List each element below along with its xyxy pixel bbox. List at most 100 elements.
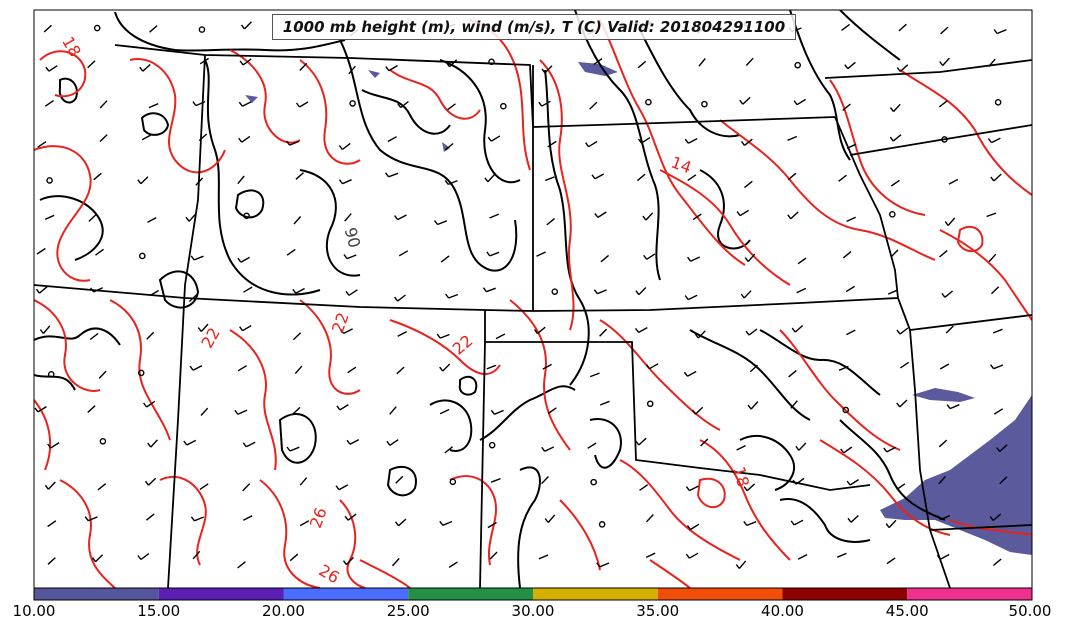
wind-barb: [490, 409, 504, 415]
colorbar-segment: [34, 588, 159, 600]
colorbar-segment: [782, 588, 908, 600]
wind-barb: [487, 135, 501, 142]
wind-barb: [192, 550, 201, 560]
wind-barb: [239, 58, 252, 66]
wind-barb: [47, 442, 60, 449]
wind-barb: [446, 59, 458, 68]
wind-barb: [90, 287, 103, 293]
wind-barb: [544, 514, 556, 523]
precip-shading: [245, 62, 1032, 555]
colorbar-tick-label: 20.00: [262, 602, 305, 620]
wind-barb: [635, 437, 647, 446]
wind-barb: [790, 400, 798, 409]
calm-wind-marker: [93, 24, 101, 32]
wind-barb: [946, 404, 960, 410]
wind-barb: [547, 407, 557, 415]
wind-barb: [147, 439, 159, 448]
wind-barb: [495, 333, 506, 340]
wind-barb: [34, 406, 47, 413]
temp-contour-label-26b: 26: [316, 561, 343, 588]
wind-barb: [642, 212, 654, 221]
wind-barb: [338, 142, 351, 151]
wind-barb: [793, 98, 806, 106]
colorbar-segment: [533, 588, 658, 600]
calm-wind-marker: [137, 369, 145, 377]
wind-barb: [386, 439, 399, 446]
wind-barb: [199, 483, 209, 490]
wind-barb: [836, 552, 847, 558]
wind-barb: [444, 179, 458, 186]
wind-barb: [594, 211, 607, 218]
wind-barb: [844, 61, 856, 70]
wind-barb: [541, 65, 553, 74]
calm-wind-marker: [500, 102, 507, 110]
wind-barb: [387, 136, 397, 143]
wind-barb: [536, 251, 546, 257]
wind-barb: [242, 515, 253, 521]
wind-barb: [346, 438, 360, 445]
wind-barb: [98, 370, 107, 379]
wind-barb: [589, 372, 600, 378]
wind-barb: [234, 409, 248, 415]
wind-barb: [645, 514, 654, 523]
wind-barb: [541, 446, 555, 452]
wind-barb: [188, 294, 198, 303]
wind-barb: [146, 331, 155, 340]
wind-barb: [36, 247, 46, 255]
colorbar-segment: [657, 588, 783, 600]
wind-barb: [890, 249, 899, 258]
wind-barb: [593, 289, 607, 295]
wind-barb: [391, 557, 400, 567]
map-title: 1000 mb height (m), wind (m/s), T (C) Va…: [272, 14, 796, 40]
wind-barb: [292, 287, 305, 294]
wind-barb: [240, 21, 252, 30]
colorbar-segment: [283, 588, 409, 600]
wind-barb: [791, 324, 804, 333]
calm-wind-marker: [449, 478, 457, 486]
wind-barb: [286, 140, 300, 146]
wind-barb: [47, 520, 57, 528]
wind-barb: [45, 65, 58, 72]
wind-barb: [846, 329, 856, 336]
height-contours: [34, 10, 946, 588]
wind-barb: [635, 326, 648, 334]
wind-barb: [547, 140, 557, 148]
wind-barb: [637, 60, 647, 69]
wind-barb: [299, 477, 308, 486]
wind-barb: [397, 100, 409, 109]
wind-barb: [700, 438, 709, 447]
wind-barb: [990, 364, 1004, 370]
wind-barb: [845, 285, 855, 293]
wind-barb: [990, 173, 1002, 182]
wind-barb: [87, 60, 96, 69]
wind-barb: [841, 23, 851, 31]
wind-barb: [896, 64, 909, 73]
wind-barb: [237, 561, 246, 569]
wind-barb: [439, 408, 450, 415]
wind-barb: [238, 101, 252, 107]
wind-barb: [295, 101, 309, 108]
wind-barb: [448, 561, 458, 568]
wind-barb: [237, 256, 250, 263]
wind-barb: [948, 178, 959, 185]
wind-barb: [47, 557, 56, 565]
wind-barb: [486, 251, 500, 257]
wind-barb: [489, 551, 498, 560]
calm-wind-marker: [645, 98, 652, 106]
wind-barb: [593, 58, 603, 65]
wind-barb: [84, 516, 98, 522]
calm-wind-marker: [243, 212, 250, 220]
wind-barb: [396, 366, 405, 375]
wind-barb: [198, 133, 208, 142]
wind-barb: [389, 406, 397, 415]
wind-barb: [237, 175, 245, 185]
wind-barb: [289, 553, 299, 562]
wind-barb: [394, 214, 407, 221]
wind-barb: [99, 100, 108, 109]
wind-barb: [93, 172, 102, 181]
wind-barb: [143, 400, 156, 408]
wind-barb: [635, 287, 647, 296]
wind-barb: [185, 213, 197, 222]
wind-barb: [940, 26, 949, 35]
